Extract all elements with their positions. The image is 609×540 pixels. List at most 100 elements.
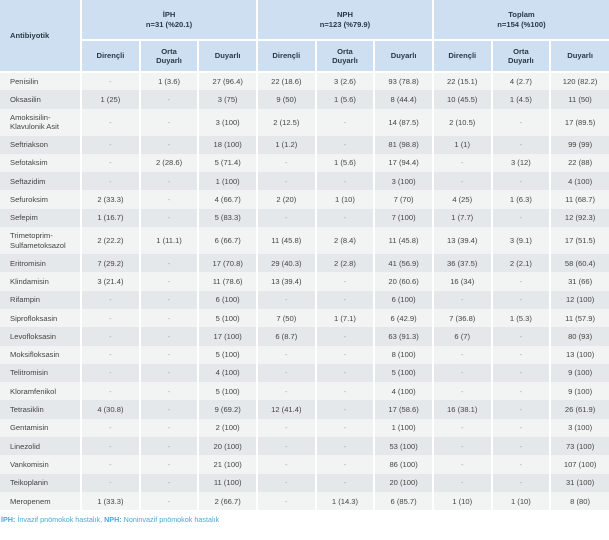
cell-value: - — [491, 345, 552, 364]
header-sub: Orta Duyarlı — [315, 40, 376, 73]
cell-value: - — [315, 327, 376, 346]
cell-value: 6 (42.9) — [374, 308, 434, 328]
cell-value: - — [432, 455, 493, 474]
cell-value: 1 (7.1) — [315, 308, 376, 328]
cell-value: - — [139, 473, 200, 492]
cell-value: 6 (66.7) — [198, 227, 258, 255]
cell-value: 17 (100) — [198, 327, 258, 346]
cell-value: 7 (29.2) — [81, 254, 141, 273]
cell-value: - — [432, 418, 493, 438]
table-row: Sefuroksim 2 (33.3) -4 (66.7) 2 (20) 1 (10) 7… — [0, 190, 609, 209]
cell-value: - — [432, 153, 493, 173]
cell-value: 41 (56.9) — [374, 254, 434, 273]
header-group-total: Toplam n=154 (%100) — [432, 0, 609, 41]
table-row: Eritromisin 7 (29.2) -17 (70.8) 29 (40.3) 2 … — [0, 254, 609, 273]
cell-value: 2 (28.6) — [139, 153, 200, 173]
cell-value: - — [81, 72, 141, 91]
cell-value: 86 (100) — [374, 455, 434, 474]
cell-value: - — [81, 473, 141, 492]
cell-value: - — [81, 327, 141, 346]
antibiotic-name: Rifampin — [0, 290, 83, 309]
table-row: Linezolid - -20 (100) - -53 (100) - -73 (100) — [0, 437, 609, 456]
cell-value: 1 (5.6) — [315, 90, 376, 109]
antibiotic-name: Amoksisilin- Klavulonik Asit — [0, 108, 83, 136]
cell-value: - — [432, 437, 493, 456]
antibiotic-name: Eritromisin — [0, 254, 83, 273]
cell-value: 4 (30.8) — [81, 400, 141, 419]
table-row: Siprofloksasin - -5 (100) 7 (50) 1 (7.1) 6 (4… — [0, 308, 609, 328]
cell-value: 4 (66.7) — [198, 190, 258, 209]
cell-value: - — [81, 108, 141, 136]
cell-value: - — [139, 108, 200, 136]
cell-value: 4 (100) — [198, 363, 258, 383]
table-body: Penisilin -1 (3.6) 27 (96.4) 22 (18.6) 3 (2.… — [0, 72, 609, 511]
cell-value: 99 (99) — [550, 135, 609, 154]
antibiotic-name: Moksifloksasin — [0, 345, 83, 364]
cell-value: 1 (10) — [432, 491, 493, 511]
cell-value: - — [432, 290, 493, 309]
footnote-abbr: İPH: — [1, 515, 16, 525]
cell-value: 58 (60.4) — [550, 254, 609, 273]
cell-value: - — [491, 473, 552, 492]
header-sub: Dirençli — [81, 40, 141, 73]
cell-value: - — [491, 418, 552, 438]
cell-value: 4 (100) — [374, 382, 434, 401]
cell-value: 1 (1) — [432, 135, 493, 154]
cell-value: - — [257, 172, 317, 191]
cell-value: - — [139, 190, 200, 209]
cell-value: - — [257, 418, 317, 438]
cell-value: - — [81, 418, 141, 438]
cell-value: - — [315, 208, 376, 228]
cell-value: 22 (88) — [550, 153, 609, 173]
cell-value: - — [81, 455, 141, 474]
cell-value: - — [257, 363, 317, 383]
cell-value: 31 (100) — [550, 473, 609, 492]
cell-value: - — [257, 153, 317, 173]
cell-value: 63 (91.3) — [374, 327, 434, 346]
table-row: Amoksisilin- Klavulonik Asit - -3 (100) 2 (1… — [0, 108, 609, 136]
cell-value: 3 (9.1) — [491, 227, 552, 255]
table-row: Telitromisin - -4 (100) - -5 (100) - -9 (100) — [0, 363, 609, 383]
cell-value: - — [81, 135, 141, 154]
cell-value: 2 (8.4) — [315, 227, 376, 255]
cell-value: 5 (100) — [374, 363, 434, 383]
cell-value: 2 (2.8) — [315, 254, 376, 273]
cell-value: 1 (6.3) — [491, 190, 552, 209]
header-sub: Orta Duyarlı — [139, 40, 200, 73]
cell-value: - — [491, 108, 552, 136]
cell-value: 13 (100) — [550, 345, 609, 364]
cell-value: - — [315, 400, 376, 419]
antibiotic-name: Linezolid — [0, 437, 83, 456]
antibiotic-name: Vankomisin — [0, 455, 83, 474]
cell-value: 4 (25) — [432, 190, 493, 209]
cell-value: 13 (39.4) — [257, 272, 317, 291]
table-row: Teikoplanin - -11 (100) - -20 (100) - -31 (100… — [0, 473, 609, 492]
cell-value: 8 (100) — [374, 345, 434, 364]
table-row: Penisilin -1 (3.6) 27 (96.4) 22 (18.6) 3 (2.… — [0, 72, 609, 91]
cell-value: - — [257, 473, 317, 492]
antibiotic-name: Seftriakson — [0, 135, 83, 154]
cell-value: - — [315, 345, 376, 364]
header-sub: Duyarlı — [374, 40, 434, 73]
cell-value: 9 (69.2) — [198, 400, 258, 419]
cell-value: 2 (66.7) — [198, 491, 258, 511]
cell-value: 5 (100) — [198, 382, 258, 401]
footnote: İPH: İnvazif pnömokok hastalık, NPH: Non… — [0, 515, 609, 524]
table-row: Rifampin - -6 (100) - -6 (100) - -12 (100) — [0, 290, 609, 309]
cell-value: 5 (83.3) — [198, 208, 258, 228]
cell-value: - — [257, 382, 317, 401]
cell-value: - — [139, 345, 200, 364]
group-n: n=31 (%20.1) — [145, 19, 193, 29]
cell-value: 27 (96.4) — [198, 72, 258, 91]
cell-value: 1 (100) — [198, 172, 258, 191]
cell-value: - — [257, 345, 317, 364]
cell-value: - — [139, 455, 200, 474]
cell-value: - — [139, 208, 200, 228]
cell-value: 11 (57.9) — [550, 308, 609, 328]
cell-value: 2 (10.5) — [432, 108, 493, 136]
cell-value: 4 (100) — [550, 172, 609, 191]
cell-value: 17 (51.5) — [550, 227, 609, 255]
cell-value: - — [139, 418, 200, 438]
antibiotic-name: Telitromisin — [0, 363, 83, 383]
antibiotic-name: Seftazidim — [0, 172, 83, 191]
